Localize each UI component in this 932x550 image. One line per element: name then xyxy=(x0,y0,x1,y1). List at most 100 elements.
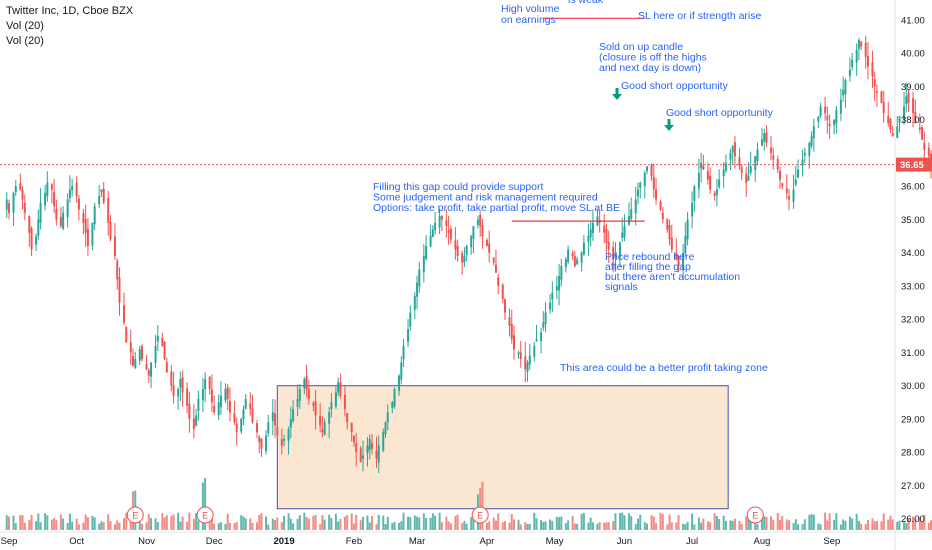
volume-bar xyxy=(930,520,932,530)
volume-bar xyxy=(382,515,385,530)
volume-bar xyxy=(808,514,811,530)
candle-body xyxy=(517,352,520,354)
candle-body xyxy=(880,91,883,104)
volume-bar xyxy=(842,519,845,530)
earnings-marker-label: E xyxy=(132,511,138,521)
volume-bar xyxy=(147,514,150,530)
volume-bar xyxy=(68,513,71,530)
volume-bar xyxy=(564,523,567,530)
candle-body xyxy=(454,240,457,250)
volume-bar xyxy=(312,515,315,530)
candle-body xyxy=(195,415,198,426)
volume-bar xyxy=(508,522,511,530)
candle-body xyxy=(684,236,687,254)
volume-bar xyxy=(765,516,768,530)
volume-bar xyxy=(618,512,621,530)
volume-bar xyxy=(368,522,371,530)
volume-bar xyxy=(533,512,536,530)
y-tick-label: 35.00 xyxy=(901,215,925,226)
candle-body xyxy=(228,400,231,413)
volume-bar xyxy=(93,517,96,530)
candle-body xyxy=(170,371,173,386)
candle-body xyxy=(398,375,401,391)
volume-bar xyxy=(276,517,279,530)
volume-bar xyxy=(165,515,168,530)
candle-body xyxy=(582,242,585,255)
candle-body xyxy=(587,236,590,242)
volume-bar xyxy=(425,517,428,530)
candle-body xyxy=(68,189,71,199)
candle-body xyxy=(5,199,8,210)
candle-body xyxy=(882,102,885,114)
candle-body xyxy=(463,256,466,262)
annotation-top-cut: is weak xyxy=(568,0,604,6)
candle-body xyxy=(533,345,536,357)
candle-body xyxy=(896,126,899,138)
volume-bar xyxy=(265,516,268,530)
candle-body xyxy=(256,423,259,433)
candle-body xyxy=(826,116,829,120)
candle-body xyxy=(77,198,80,210)
candle-body xyxy=(614,252,617,258)
volume-bar xyxy=(524,522,527,530)
volume-bar xyxy=(258,514,261,530)
candle-body xyxy=(636,189,639,197)
volume-bar xyxy=(179,521,182,530)
candle-body xyxy=(808,142,811,156)
earnings-marker xyxy=(126,506,144,524)
volume-bar xyxy=(62,518,65,530)
candle-body xyxy=(540,332,543,341)
volume-bar xyxy=(274,520,277,530)
volume-bar xyxy=(398,523,401,530)
candle-body xyxy=(416,282,419,297)
candle-body xyxy=(312,403,315,406)
candle-body xyxy=(875,91,878,94)
volume-bar xyxy=(352,523,355,530)
volume-bar xyxy=(603,522,606,530)
volume-bar xyxy=(776,512,779,530)
annotation-high-volume: on earnings xyxy=(501,14,556,26)
volume-bar xyxy=(84,514,87,530)
volume-bar xyxy=(646,523,649,530)
candle-body xyxy=(368,438,371,451)
candle-body xyxy=(260,438,263,449)
volume-bar xyxy=(280,522,283,530)
volume-bar xyxy=(192,518,195,530)
y-tick-label: 39.00 xyxy=(901,82,925,93)
volume-bar xyxy=(330,517,333,530)
candle-body xyxy=(224,389,227,401)
volume-bar xyxy=(21,515,24,530)
candle-body xyxy=(927,147,930,157)
volume-bar xyxy=(912,516,915,530)
volume-indicator-2[interactable]: Vol (20) xyxy=(6,35,44,47)
volume-bar xyxy=(880,521,883,530)
volume-bar xyxy=(576,523,579,530)
candle-body xyxy=(109,221,112,240)
volume-bar xyxy=(485,522,488,530)
volume-bar xyxy=(513,519,516,530)
candle-body xyxy=(722,169,725,176)
volume-bar xyxy=(871,518,874,530)
instrument-title[interactable]: Twitter Inc, 1D, Cboe BZX xyxy=(6,5,134,17)
volume-bar xyxy=(605,522,608,530)
volume-bar xyxy=(361,516,364,530)
candle-body xyxy=(350,422,353,433)
candle-body xyxy=(560,266,563,280)
candle-body xyxy=(891,133,894,137)
candle-body xyxy=(677,256,680,266)
candle-body xyxy=(298,389,301,401)
candle-body xyxy=(481,224,484,237)
annotation-gap-fill: Filling this gap could provide support xyxy=(373,181,544,193)
volume-bar xyxy=(321,515,324,530)
candle-body xyxy=(817,116,820,122)
earnings-marker xyxy=(471,506,489,524)
candle-body xyxy=(479,214,482,227)
candle-body xyxy=(686,219,689,240)
candle-body xyxy=(8,203,11,213)
volume-indicator-1[interactable]: Vol (20) xyxy=(6,20,44,32)
volume-bar xyxy=(729,520,732,530)
volume-bar xyxy=(186,521,189,530)
candle-body xyxy=(334,392,337,407)
